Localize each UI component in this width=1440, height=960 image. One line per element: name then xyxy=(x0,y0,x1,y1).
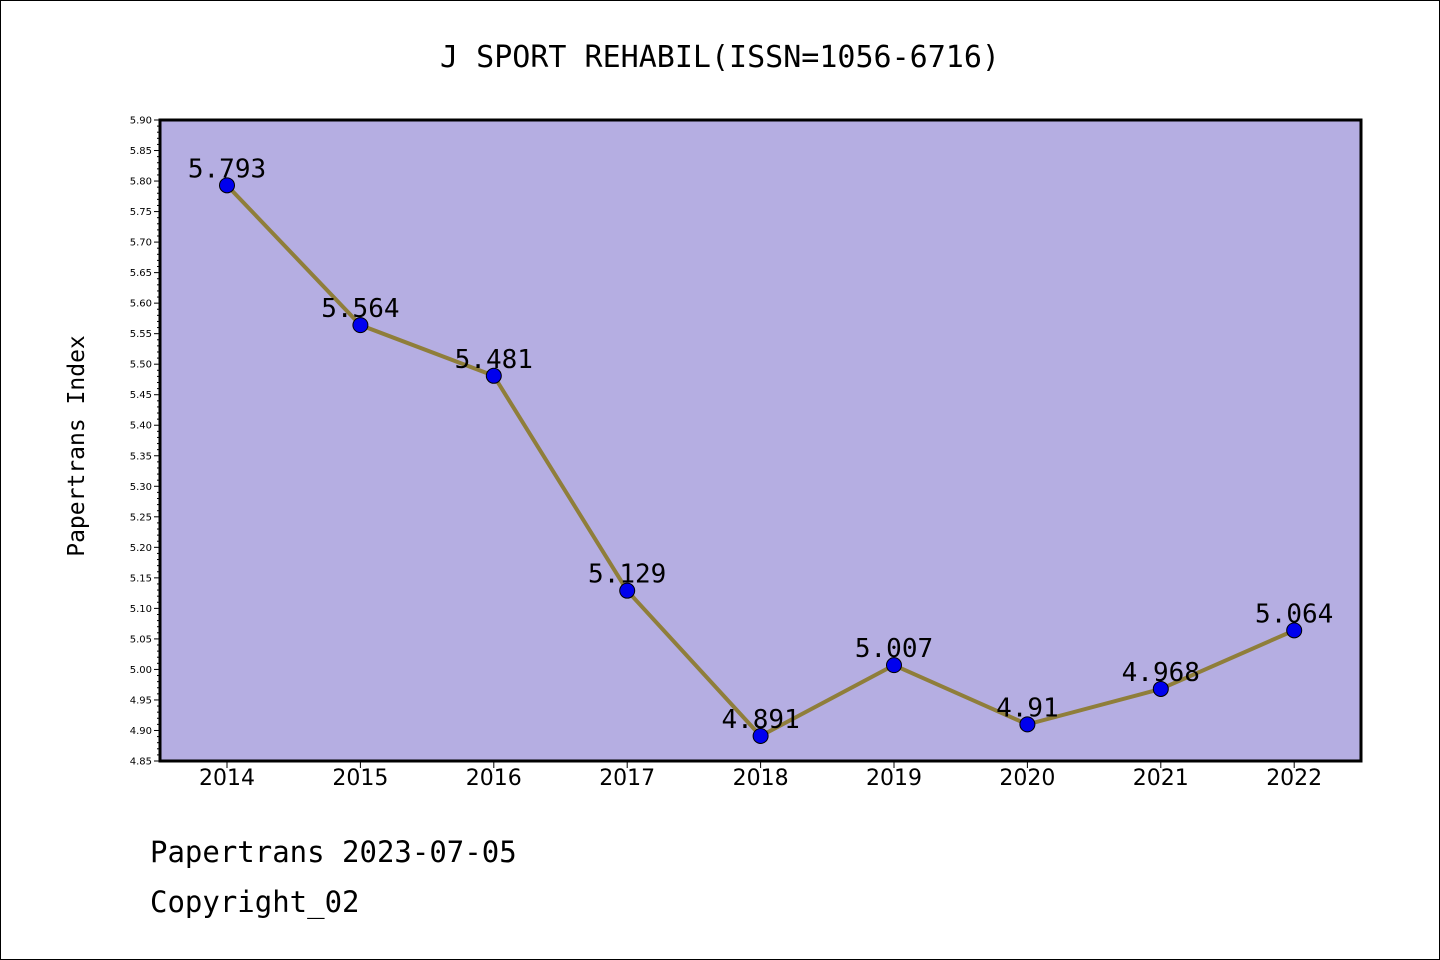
x-tick-label: 2019 xyxy=(866,766,922,791)
footer-copyright: Copyright_02 xyxy=(150,885,360,919)
data-labels-group: 5.793 5.564 5.481 5.129 4.891 5.007 4.91 4.968 5… xyxy=(188,154,1333,735)
x-axis-ticks: 2014 2015 2016 2017 2018 2019 2020 2021 2022 xyxy=(199,761,1322,791)
data-point xyxy=(219,177,235,194)
y-tick-label: 5.85 xyxy=(130,146,152,157)
y-tick-label: 5.35 xyxy=(130,451,152,462)
data-label: 5.564 xyxy=(321,294,399,324)
data-label: 5.064 xyxy=(1255,599,1333,629)
data-point xyxy=(352,317,369,334)
x-tick-label: 2021 xyxy=(1133,766,1189,791)
y-tick-label: 5.00 xyxy=(130,665,152,676)
data-label: 4.91 xyxy=(996,693,1059,723)
data-point xyxy=(752,727,769,744)
y-tick-label: 4.85 xyxy=(130,757,152,768)
y-tick-label: 5.45 xyxy=(130,390,152,401)
x-tick-label: 2018 xyxy=(733,766,789,791)
y-tick-label: 5.70 xyxy=(130,238,152,249)
x-tick-label: 2014 xyxy=(199,766,255,791)
x-tick-label: 2015 xyxy=(332,766,388,791)
y-tick-label: 5.05 xyxy=(130,634,152,645)
data-label: 4.891 xyxy=(721,705,799,735)
plot-area xyxy=(160,120,1361,761)
series-line-group xyxy=(219,177,1303,744)
y-axis-label: Papertrans Index xyxy=(64,335,90,557)
data-point xyxy=(886,657,902,674)
x-tick-label: 2016 xyxy=(466,766,522,791)
data-point xyxy=(1286,622,1303,639)
data-label: 5.129 xyxy=(588,560,666,590)
y-tick-label: 5.75 xyxy=(130,207,152,218)
data-label: 5.007 xyxy=(855,634,933,664)
y-tick-label: 5.60 xyxy=(130,299,152,310)
y-tick-label: 4.90 xyxy=(130,726,152,737)
y-tick-label: 4.95 xyxy=(130,695,152,706)
data-label: 4.968 xyxy=(1122,658,1200,688)
y-axis-ticks: 5.90 5.85 5.80 5.75 5.70 5.65 5.60 5.55 5.50 5.45… xyxy=(130,116,160,768)
y-tick-label: 5.15 xyxy=(130,573,152,584)
y-tick-label: 5.50 xyxy=(130,360,152,371)
x-tick-label: 2017 xyxy=(599,766,655,791)
data-point xyxy=(619,582,636,599)
y-tick-label: 5.20 xyxy=(130,543,152,554)
y-tick-label: 5.65 xyxy=(130,268,152,279)
y-tick-label: 5.25 xyxy=(130,512,152,523)
data-point xyxy=(485,367,502,384)
data-label: 5.481 xyxy=(455,345,533,375)
x-tick-label: 2022 xyxy=(1266,766,1322,791)
footer-date: Papertrans 2023-07-05 xyxy=(150,835,517,869)
chart-title: J SPORT REHABIL(ISSN=1056-6716) xyxy=(440,40,1000,75)
y-tick-label: 5.80 xyxy=(130,177,152,188)
data-label: 5.793 xyxy=(188,154,266,184)
y-tick-label: 5.30 xyxy=(130,482,152,493)
y-tick-label: 5.10 xyxy=(130,604,152,615)
y-tick-label: 5.55 xyxy=(130,329,152,340)
data-point xyxy=(1152,680,1169,697)
y-tick-label: 5.40 xyxy=(130,421,152,432)
plot-border xyxy=(158,118,1363,763)
data-point xyxy=(1019,716,1036,733)
y-tick-label: 5.90 xyxy=(130,116,152,127)
x-tick-label: 2020 xyxy=(999,766,1055,791)
